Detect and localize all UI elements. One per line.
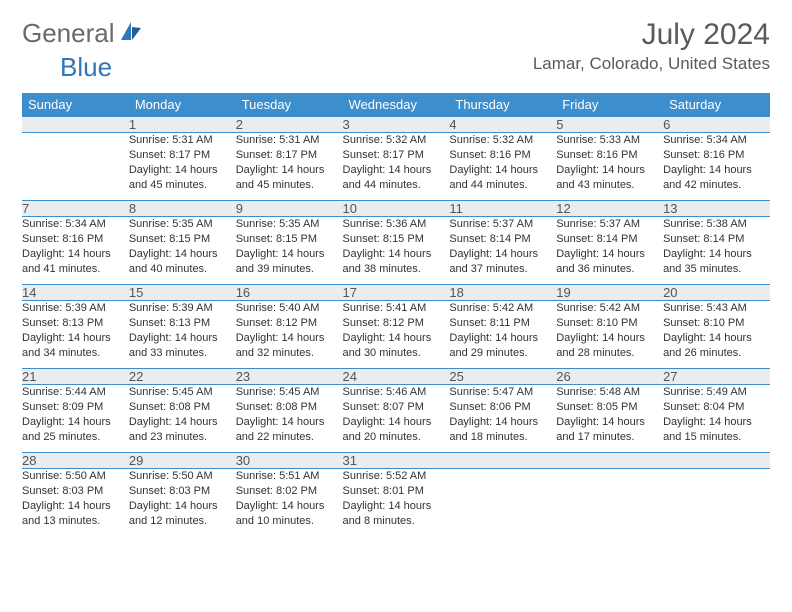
- day-detail-cell: Sunrise: 5:39 AMSunset: 8:13 PMDaylight:…: [129, 301, 236, 369]
- day-number-cell: 30: [236, 453, 343, 469]
- month-title: July 2024: [533, 18, 770, 52]
- day-number-row: 21222324252627: [22, 369, 770, 385]
- day-number-cell: 14: [22, 285, 129, 301]
- day-detail-cell: [22, 133, 129, 201]
- day-number-cell: 8: [129, 201, 236, 217]
- day-detail-cell: Sunrise: 5:46 AMSunset: 8:07 PMDaylight:…: [343, 385, 450, 453]
- day-detail-row: Sunrise: 5:39 AMSunset: 8:13 PMDaylight:…: [22, 301, 770, 369]
- day-number-cell: 31: [343, 453, 450, 469]
- day-detail-cell: Sunrise: 5:31 AMSunset: 8:17 PMDaylight:…: [129, 133, 236, 201]
- day-number-cell: 1: [129, 117, 236, 133]
- day-number-cell: 5: [556, 117, 663, 133]
- title-block: July 2024 Lamar, Colorado, United States: [533, 18, 770, 74]
- day-detail-cell: Sunrise: 5:50 AMSunset: 8:03 PMDaylight:…: [22, 469, 129, 537]
- calendar-table: SundayMondayTuesdayWednesdayThursdayFrid…: [22, 93, 770, 537]
- location-text: Lamar, Colorado, United States: [533, 54, 770, 74]
- day-detail-cell: Sunrise: 5:42 AMSunset: 8:11 PMDaylight:…: [449, 301, 556, 369]
- weekday-header: Thursday: [449, 93, 556, 117]
- calendar-header: SundayMondayTuesdayWednesdayThursdayFrid…: [22, 93, 770, 117]
- day-detail-cell: Sunrise: 5:34 AMSunset: 8:16 PMDaylight:…: [663, 133, 770, 201]
- day-detail-cell: Sunrise: 5:37 AMSunset: 8:14 PMDaylight:…: [556, 217, 663, 285]
- day-number-cell: 6: [663, 117, 770, 133]
- logo: General: [22, 18, 145, 49]
- day-detail-cell: Sunrise: 5:41 AMSunset: 8:12 PMDaylight:…: [343, 301, 450, 369]
- sail-icon: [119, 20, 143, 47]
- day-number-cell: 28: [22, 453, 129, 469]
- day-detail-cell: Sunrise: 5:31 AMSunset: 8:17 PMDaylight:…: [236, 133, 343, 201]
- day-number-cell: 16: [236, 285, 343, 301]
- day-number-cell: 20: [663, 285, 770, 301]
- day-detail-cell: Sunrise: 5:50 AMSunset: 8:03 PMDaylight:…: [129, 469, 236, 537]
- day-number-cell: 17: [343, 285, 450, 301]
- day-number-row: 28293031: [22, 453, 770, 469]
- day-detail-cell: Sunrise: 5:34 AMSunset: 8:16 PMDaylight:…: [22, 217, 129, 285]
- day-number-row: 78910111213: [22, 201, 770, 217]
- day-number-cell: [556, 453, 663, 469]
- day-number-cell: [663, 453, 770, 469]
- weekday-header: Tuesday: [236, 93, 343, 117]
- day-detail-cell: Sunrise: 5:32 AMSunset: 8:17 PMDaylight:…: [343, 133, 450, 201]
- day-detail-cell: Sunrise: 5:45 AMSunset: 8:08 PMDaylight:…: [236, 385, 343, 453]
- day-number-cell: 7: [22, 201, 129, 217]
- weekday-header: Saturday: [663, 93, 770, 117]
- day-detail-cell: Sunrise: 5:33 AMSunset: 8:16 PMDaylight:…: [556, 133, 663, 201]
- day-number-cell: 2: [236, 117, 343, 133]
- day-number-cell: 23: [236, 369, 343, 385]
- day-detail-cell: Sunrise: 5:49 AMSunset: 8:04 PMDaylight:…: [663, 385, 770, 453]
- logo-text-blue: Blue: [60, 52, 112, 83]
- day-number-cell: 4: [449, 117, 556, 133]
- day-number-cell: 26: [556, 369, 663, 385]
- day-number-cell: 18: [449, 285, 556, 301]
- day-number-cell: 19: [556, 285, 663, 301]
- day-number-row: 123456: [22, 117, 770, 133]
- day-detail-cell: Sunrise: 5:37 AMSunset: 8:14 PMDaylight:…: [449, 217, 556, 285]
- day-detail-cell: [663, 469, 770, 537]
- day-number-cell: 11: [449, 201, 556, 217]
- day-number-cell: 29: [129, 453, 236, 469]
- day-detail-cell: Sunrise: 5:35 AMSunset: 8:15 PMDaylight:…: [129, 217, 236, 285]
- day-detail-cell: Sunrise: 5:44 AMSunset: 8:09 PMDaylight:…: [22, 385, 129, 453]
- day-number-cell: 25: [449, 369, 556, 385]
- day-detail-cell: Sunrise: 5:35 AMSunset: 8:15 PMDaylight:…: [236, 217, 343, 285]
- day-detail-cell: [556, 469, 663, 537]
- day-detail-cell: Sunrise: 5:51 AMSunset: 8:02 PMDaylight:…: [236, 469, 343, 537]
- weekday-header: Sunday: [22, 93, 129, 117]
- weekday-header: Wednesday: [343, 93, 450, 117]
- day-number-cell: 21: [22, 369, 129, 385]
- day-number-cell: 27: [663, 369, 770, 385]
- day-detail-cell: Sunrise: 5:40 AMSunset: 8:12 PMDaylight:…: [236, 301, 343, 369]
- day-detail-cell: Sunrise: 5:52 AMSunset: 8:01 PMDaylight:…: [343, 469, 450, 537]
- day-detail-cell: Sunrise: 5:43 AMSunset: 8:10 PMDaylight:…: [663, 301, 770, 369]
- day-number-row: 14151617181920: [22, 285, 770, 301]
- day-detail-row: Sunrise: 5:50 AMSunset: 8:03 PMDaylight:…: [22, 469, 770, 537]
- day-detail-row: Sunrise: 5:34 AMSunset: 8:16 PMDaylight:…: [22, 217, 770, 285]
- day-number-cell: 12: [556, 201, 663, 217]
- day-detail-cell: Sunrise: 5:47 AMSunset: 8:06 PMDaylight:…: [449, 385, 556, 453]
- day-number-cell: 22: [129, 369, 236, 385]
- day-detail-cell: Sunrise: 5:39 AMSunset: 8:13 PMDaylight:…: [22, 301, 129, 369]
- day-number-cell: 9: [236, 201, 343, 217]
- day-number-cell: [449, 453, 556, 469]
- day-detail-cell: Sunrise: 5:45 AMSunset: 8:08 PMDaylight:…: [129, 385, 236, 453]
- day-number-cell: 13: [663, 201, 770, 217]
- day-detail-cell: Sunrise: 5:38 AMSunset: 8:14 PMDaylight:…: [663, 217, 770, 285]
- day-number-cell: 24: [343, 369, 450, 385]
- day-number-cell: 15: [129, 285, 236, 301]
- day-detail-cell: Sunrise: 5:48 AMSunset: 8:05 PMDaylight:…: [556, 385, 663, 453]
- day-number-cell: [22, 117, 129, 133]
- weekday-header: Friday: [556, 93, 663, 117]
- logo-text-general: General: [22, 18, 115, 49]
- day-number-cell: 10: [343, 201, 450, 217]
- day-detail-row: Sunrise: 5:31 AMSunset: 8:17 PMDaylight:…: [22, 133, 770, 201]
- day-detail-cell: [449, 469, 556, 537]
- day-detail-cell: Sunrise: 5:36 AMSunset: 8:15 PMDaylight:…: [343, 217, 450, 285]
- weekday-header: Monday: [129, 93, 236, 117]
- day-number-cell: 3: [343, 117, 450, 133]
- day-detail-cell: Sunrise: 5:32 AMSunset: 8:16 PMDaylight:…: [449, 133, 556, 201]
- day-detail-row: Sunrise: 5:44 AMSunset: 8:09 PMDaylight:…: [22, 385, 770, 453]
- day-detail-cell: Sunrise: 5:42 AMSunset: 8:10 PMDaylight:…: [556, 301, 663, 369]
- calendar-body: 123456 Sunrise: 5:31 AMSunset: 8:17 PMDa…: [22, 117, 770, 537]
